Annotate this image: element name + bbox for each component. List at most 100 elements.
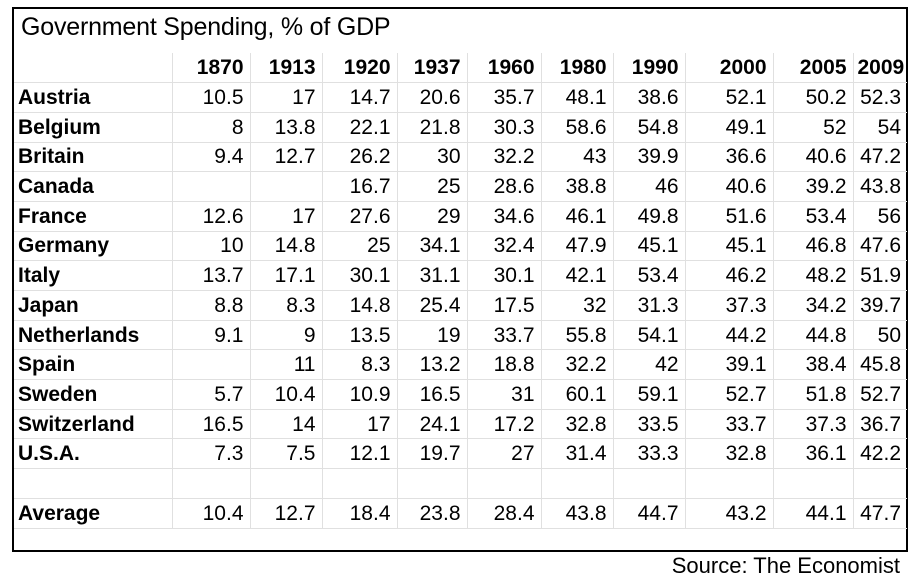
- cell-1913: 7.5: [249, 438, 322, 470]
- spacer-cell: [612, 468, 685, 499]
- cell-2000: 46.2: [684, 260, 773, 291]
- cell-2000: 51.6: [684, 201, 773, 232]
- cell-1870: 13.7: [171, 260, 250, 291]
- cell-1920: 14.7: [321, 82, 397, 113]
- cell-1920: 27.6: [321, 201, 397, 232]
- cell-1937: 30: [396, 142, 467, 173]
- cell-1920: 10.9: [321, 379, 397, 410]
- cell-1980: 32.8: [540, 409, 613, 440]
- cell-1937: 19.7: [396, 438, 467, 470]
- table-row-sweden: Sweden 5.7 10.4 10.9 16.5 31 60.1 59.1 52.7 51.8 5…: [14, 379, 907, 410]
- table-row-u-s-a: U.S.A. 7.3 7.5 12.1 19.7 27 31.4 33.3 32.8 36.1 42…: [14, 438, 907, 470]
- column-header-1937: 1937: [396, 53, 467, 84]
- table-row-italy: Italy 13.7 17.1 30.1 31.1 30.1 42.1 53.4 46.2 48.…: [14, 260, 907, 291]
- cell-1990: 54.1: [612, 320, 685, 351]
- cell-1920: 22.1: [321, 112, 397, 143]
- cell-1920: 8.3: [321, 349, 397, 381]
- row-label: Japan: [14, 290, 172, 321]
- spending-table: 1870 1913 1920 1937 1960 1980 1990 2000 2005 2009…: [14, 53, 907, 529]
- header-row: 1870 1913 1920 1937 1960 1980 1990 2000 2005 2009: [14, 53, 907, 84]
- cell-1990: 38.6: [612, 82, 685, 113]
- cell-2000: 39.1: [684, 349, 773, 381]
- table-row-average: Average 10.4 12.7 18.4 23.8 28.4 43.8 44.7 43.2 4…: [14, 498, 907, 529]
- row-label: Belgium: [14, 112, 172, 143]
- column-header-1913: 1913: [249, 53, 322, 84]
- cell-2009: 51.9: [852, 260, 907, 291]
- cell-2005: 34.2: [772, 290, 853, 321]
- cell-1913: 11: [249, 349, 322, 381]
- cell-1913: 17.1: [249, 260, 322, 291]
- spacer-cell: [466, 468, 541, 499]
- cell-1990: 53.4: [612, 260, 685, 291]
- cell-1937: 23.8: [396, 498, 467, 529]
- cell-1913: 17: [249, 201, 322, 232]
- cell-1980: 43: [540, 142, 613, 173]
- cell-1980: 55.8: [540, 320, 613, 351]
- column-header-1980: 1980: [540, 53, 613, 84]
- cell-1960: 31: [466, 379, 541, 410]
- cell-1960: 28.4: [466, 498, 541, 529]
- cell-1920: 18.4: [321, 498, 397, 529]
- spacer-cell: [321, 468, 397, 499]
- table-row-netherlands: Netherlands 9.1 9 13.5 19 33.7 55.8 54.1 44.2 44.…: [14, 320, 907, 351]
- cell-1937: 31.1: [396, 260, 467, 291]
- cell-2000: 49.1: [684, 112, 773, 143]
- cell-2000: 40.6: [684, 171, 773, 202]
- cell-1937: 16.5: [396, 379, 467, 410]
- cell-1960: 18.8: [466, 349, 541, 381]
- cell-2009: 52.3: [852, 82, 907, 113]
- cell-1990: 44.7: [612, 498, 685, 529]
- header-corner: [14, 53, 172, 84]
- cell-2000: 37.3: [684, 290, 773, 321]
- cell-1960: 34.6: [466, 201, 541, 232]
- row-label: Germany: [14, 231, 172, 262]
- cell-1920: 14.8: [321, 290, 397, 321]
- cell-1937: 25.4: [396, 290, 467, 321]
- cell-2000: 32.8: [684, 438, 773, 470]
- cell-1960: 30.1: [466, 260, 541, 291]
- cell-2000: 52.7: [684, 379, 773, 410]
- cell-1913: 14: [249, 409, 322, 440]
- cell-1990: 54.8: [612, 112, 685, 143]
- table-row-canada: Canada 16.7 25 28.6 38.8 46 40.6 39.2 43.8: [14, 171, 907, 202]
- cell-1980: 31.4: [540, 438, 613, 470]
- column-header-1870: 1870: [171, 53, 250, 84]
- cell-2009: 52.7: [852, 379, 907, 410]
- cell-2005: 52: [772, 112, 853, 143]
- cell-1870: 8.8: [171, 290, 250, 321]
- cell-2009: 47.2: [852, 142, 907, 173]
- cell-1980: 43.8: [540, 498, 613, 529]
- cell-1913: 13.8: [249, 112, 322, 143]
- row-label: Canada: [14, 171, 172, 202]
- row-label: Average: [14, 498, 172, 529]
- cell-1870: 9.4: [171, 142, 250, 173]
- spacer-cell: [171, 468, 250, 499]
- cell-2009: 43.8: [852, 171, 907, 202]
- spacer-cell: [684, 468, 773, 499]
- source-note: Source: The Economist: [671, 553, 900, 578]
- cell-1870: 10: [171, 231, 250, 262]
- cell-1913: 9: [249, 320, 322, 351]
- column-header-2000: 2000: [684, 53, 773, 84]
- cell-1920: 26.2: [321, 142, 397, 173]
- spacer-cell: [852, 468, 907, 499]
- cell-1937: 13.2: [396, 349, 467, 381]
- cell-1980: 46.1: [540, 201, 613, 232]
- cell-1980: 38.8: [540, 171, 613, 202]
- cell-1990: 39.9: [612, 142, 685, 173]
- row-label: Switzerland: [14, 409, 172, 440]
- cell-2005: 51.8: [772, 379, 853, 410]
- cell-1960: 28.6: [466, 171, 541, 202]
- cell-1990: 31.3: [612, 290, 685, 321]
- cell-1960: 33.7: [466, 320, 541, 351]
- cell-2009: 36.7: [852, 409, 907, 440]
- cell-1960: 17.2: [466, 409, 541, 440]
- cell-1937: 34.1: [396, 231, 467, 262]
- cell-1980: 58.6: [540, 112, 613, 143]
- cell-1960: 35.7: [466, 82, 541, 113]
- row-label: Britain: [14, 142, 172, 173]
- cell-1990: 33.5: [612, 409, 685, 440]
- cell-2005: 53.4: [772, 201, 853, 232]
- cell-1913: 10.4: [249, 379, 322, 410]
- cell-2005: 40.6: [772, 142, 853, 173]
